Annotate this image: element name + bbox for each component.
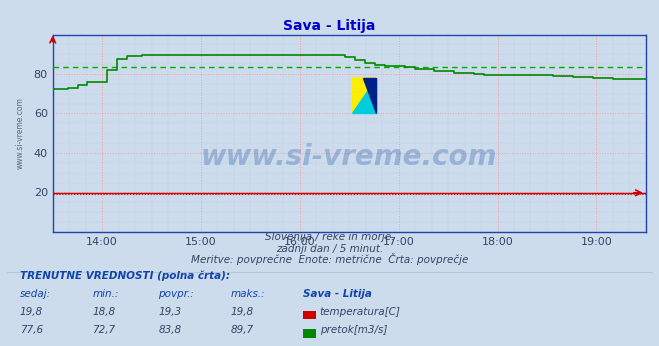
Text: 19,3: 19,3 [158,307,181,317]
Text: 89,7: 89,7 [231,325,254,335]
Text: sedaj:: sedaj: [20,289,51,299]
Text: Meritve: povprečne  Enote: metrične  Črta: povprečje: Meritve: povprečne Enote: metrične Črta:… [191,253,468,265]
Text: povpr.:: povpr.: [158,289,194,299]
Text: 77,6: 77,6 [20,325,43,335]
Text: min.:: min.: [92,289,119,299]
Text: temperatura[C]: temperatura[C] [320,307,401,317]
Text: www.si-vreme.com: www.si-vreme.com [16,97,24,169]
Text: TRENUTNE VREDNOSTI (polna črta):: TRENUTNE VREDNOSTI (polna črta): [20,270,230,281]
Text: Slovenija / reke in morje.: Slovenija / reke in morje. [265,233,394,243]
Text: pretok[m3/s]: pretok[m3/s] [320,325,387,335]
Text: Sava - Litija: Sava - Litija [303,289,372,299]
Text: Sava - Litija: Sava - Litija [283,19,376,33]
Text: www.si-vreme.com: www.si-vreme.com [201,143,498,171]
Text: 19,8: 19,8 [20,307,43,317]
Text: maks.:: maks.: [231,289,266,299]
Text: zadnji dan / 5 minut.: zadnji dan / 5 minut. [276,244,383,254]
Text: 83,8: 83,8 [158,325,181,335]
Polygon shape [352,78,376,113]
Text: 19,8: 19,8 [231,307,254,317]
Text: 18,8: 18,8 [92,307,115,317]
Text: 72,7: 72,7 [92,325,115,335]
Polygon shape [363,78,376,113]
Polygon shape [352,78,376,113]
